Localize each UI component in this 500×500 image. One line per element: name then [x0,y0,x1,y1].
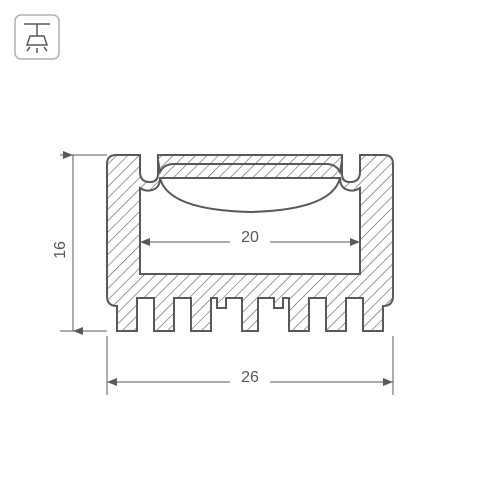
dim-16-label: 16 [52,241,69,259]
dimension-inner-20: 20 [140,225,360,247]
dimension-width-26: 26 [107,336,393,395]
ceiling-light-icon [15,15,59,59]
dim-20-label: 20 [241,229,259,246]
dim-26-label: 26 [241,369,259,386]
dimension-height-16: 16 [52,155,107,331]
profile-diagram: 20 16 26 [0,0,500,500]
